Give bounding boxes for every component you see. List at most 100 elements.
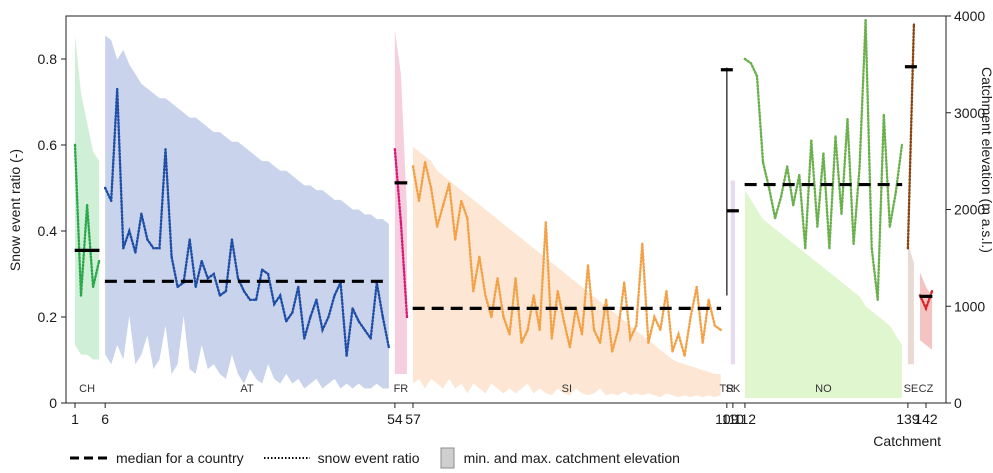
- x-tick-label: 54: [387, 411, 403, 427]
- y-left-tick-label: 0.4: [38, 223, 58, 239]
- y-right-tick-label: 3000: [954, 105, 985, 121]
- country-label-si: SI: [562, 383, 572, 395]
- x-tick-label: 1: [71, 411, 79, 427]
- ratio-point-si: [532, 294, 535, 297]
- elevation-area-si: [412, 146, 721, 398]
- ratio-point-si: [665, 290, 668, 293]
- ratio-point-si: [568, 345, 572, 349]
- ratio-point-at: [369, 337, 372, 340]
- ratio-point-at: [273, 302, 276, 306]
- ratio-point-si: [695, 285, 698, 289]
- y-left-tick-label: 0: [49, 395, 57, 411]
- y-left-tick-label: 0.6: [38, 137, 58, 153]
- ratio-point-no: [773, 216, 777, 220]
- ratio-point-at: [200, 259, 203, 263]
- ratio-point-si: [647, 341, 650, 344]
- ratio-point-si: [635, 324, 638, 327]
- y-right-tick-label: 1000: [954, 298, 985, 314]
- ratio-point-si: [556, 290, 559, 293]
- ratio-point-at: [315, 298, 318, 301]
- ratio-point-no: [786, 165, 789, 168]
- ratio-point-no: [876, 298, 879, 301]
- ratio-point-at: [212, 272, 215, 276]
- ratio-point-at: [266, 272, 270, 276]
- ratio-point-ch: [73, 143, 77, 147]
- ratio-point-no: [804, 247, 807, 250]
- ratio-point-no: [864, 19, 867, 22]
- ratio-point-si: [677, 333, 680, 336]
- x-tick-label: 142: [914, 411, 938, 427]
- y-axis-right-label: Catchment elevation (m a.s.l.): [979, 67, 993, 253]
- country-median-lines: [74, 65, 933, 310]
- ratio-point-no: [834, 135, 837, 138]
- elevation-area-at: [105, 35, 389, 389]
- ratio-point-no: [767, 186, 771, 190]
- elevation-area-ch: [75, 35, 100, 360]
- ratio-point-at: [297, 285, 300, 289]
- ratio-point-si: [423, 161, 427, 164]
- legend-label-median: median for a country: [116, 450, 244, 466]
- ratio-point-at: [206, 277, 209, 280]
- ratio-point-si: [490, 315, 493, 319]
- ratio-point-at: [128, 229, 131, 233]
- country-label-at: AT: [240, 383, 254, 395]
- ratio-point-se: [912, 23, 916, 26]
- ratio-point-si: [719, 328, 722, 332]
- ratio-line-at: [104, 89, 390, 356]
- ratio-point-ch: [85, 204, 89, 207]
- ratio-point-at: [242, 290, 246, 293]
- ratio-point-se: [906, 247, 910, 250]
- ratio-point-si: [538, 328, 541, 332]
- ratio-point-si: [550, 337, 553, 340]
- snow-event-ratio-series: [73, 19, 934, 357]
- elevation-area-se: [907, 243, 914, 365]
- ratio-point-si: [592, 328, 596, 332]
- ratio-point-at: [303, 337, 306, 340]
- ratio-point-at: [333, 294, 336, 297]
- ratio-point-at: [218, 294, 222, 297]
- ratio-point-no: [749, 62, 753, 65]
- ratio-point-si: [514, 277, 517, 280]
- ratio-point-cz: [930, 290, 934, 293]
- ratio-point-at: [291, 311, 294, 314]
- legend-item-elevation: min. and max. catchment elevation: [440, 447, 680, 469]
- ratio-point-si: [623, 281, 626, 284]
- ratio-point-at: [164, 148, 167, 151]
- ratio-point-si: [442, 204, 445, 207]
- ratio-point-at: [122, 247, 125, 250]
- x-tick-label: 139: [896, 411, 920, 427]
- ratio-point-no: [846, 118, 849, 121]
- ratio-point-at: [116, 87, 119, 91]
- ratio-point-si: [526, 328, 529, 332]
- y-right-tick-label: 0: [954, 395, 962, 411]
- ratio-point-si: [598, 341, 602, 344]
- ratio-point-si: [484, 294, 487, 297]
- ratio-point-at: [188, 238, 191, 241]
- ratio-point-si: [659, 328, 662, 332]
- ratio-point-at: [309, 315, 312, 319]
- ratio-point-at: [345, 354, 348, 357]
- legend-label-elevation: min. and max. catchment elevation: [463, 450, 680, 466]
- legend: median for a country snow event ratio mi…: [70, 446, 700, 470]
- y-right-tick-label: 2000: [954, 202, 985, 218]
- ratio-point-no: [816, 225, 819, 228]
- ratio-point-si: [653, 315, 656, 319]
- ratio-point-at: [158, 247, 161, 250]
- ratio-point-at: [363, 328, 366, 332]
- elevation-area-no: [744, 190, 902, 399]
- ratio-point-at: [140, 212, 143, 215]
- x-tick-label: 112: [734, 411, 757, 427]
- ratio-point-si: [562, 320, 566, 323]
- country-label-cz: CZ: [919, 383, 934, 395]
- ratio-point-si: [683, 354, 686, 357]
- ratio-point-fr: [399, 221, 403, 224]
- ratio-point-at: [254, 298, 258, 301]
- ratio-point-cz: [924, 307, 928, 310]
- y-axis-left-label: Snow event ratio (-): [7, 149, 23, 271]
- ratio-point-no: [798, 173, 801, 177]
- ratio-point-at: [170, 255, 173, 258]
- elevation-area-sk: [730, 180, 735, 365]
- ratio-point-si: [429, 186, 433, 190]
